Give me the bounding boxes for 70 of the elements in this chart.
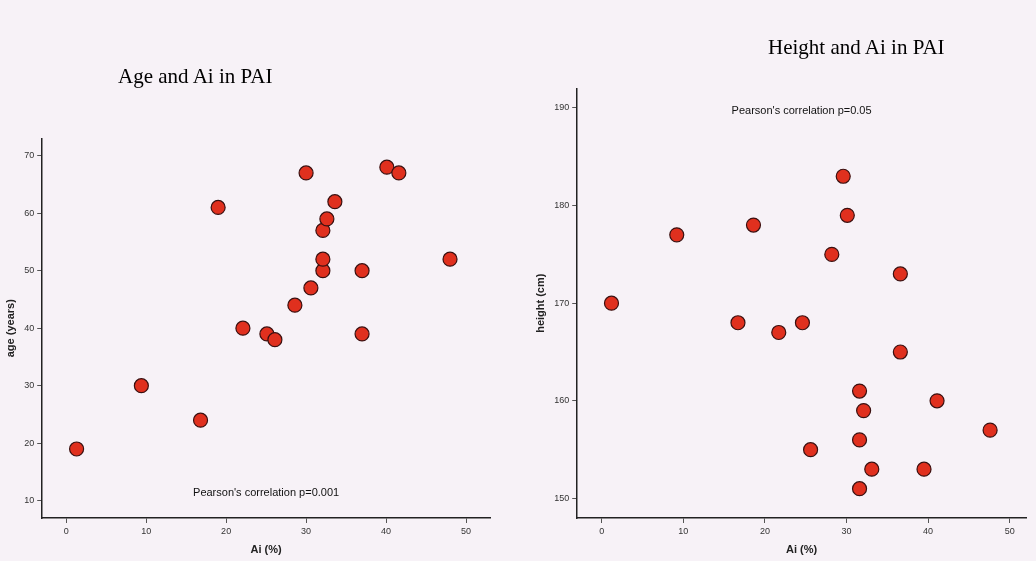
point	[267, 332, 283, 348]
point	[730, 315, 746, 331]
x-tick-label: 40	[381, 525, 392, 536]
point	[315, 251, 331, 267]
point	[303, 280, 319, 296]
annotation: Pearson's correlation p=0.001	[193, 486, 340, 498]
y-tick-label: 30	[24, 380, 35, 391]
point	[298, 165, 314, 181]
annotation: Pearson's correlation p=0.05	[731, 104, 872, 117]
point	[892, 344, 908, 360]
point	[319, 211, 335, 227]
y-tick-label: 160	[554, 395, 570, 406]
y-axis-title: age (years)	[3, 298, 16, 358]
y-tick-label: 20	[24, 437, 35, 448]
y-tick-label: 40	[24, 322, 35, 333]
point	[327, 194, 343, 210]
point	[192, 412, 209, 428]
point	[929, 393, 945, 409]
point	[851, 481, 868, 497]
x-tick-label: 50	[1004, 525, 1015, 536]
point	[315, 222, 331, 239]
y-tick-label: 180	[554, 200, 570, 211]
x-tick-label: 0	[63, 525, 69, 536]
point	[287, 297, 303, 313]
y-tick-label: 60	[24, 207, 35, 218]
x-axis-title: Ai (%)	[250, 543, 283, 556]
point	[864, 461, 880, 477]
point	[354, 263, 370, 279]
x-tick-label: 30	[301, 525, 312, 536]
point	[856, 403, 872, 419]
point	[851, 432, 868, 448]
x-axis-title: Ai (%)	[786, 543, 818, 556]
x-tick-label: 20	[759, 525, 770, 536]
y-tick-label: 170	[554, 297, 570, 308]
point	[839, 207, 855, 223]
y-tick-label: 50	[24, 265, 35, 276]
point	[603, 295, 620, 311]
point	[391, 165, 407, 181]
point	[851, 383, 868, 399]
point	[916, 461, 932, 477]
point	[824, 246, 840, 262]
chart-title: Height and Ai in PAI	[768, 35, 945, 60]
y-tick-label: 10	[24, 495, 35, 506]
x-tick-label: 30	[841, 525, 852, 536]
x-tick-label: 20	[221, 525, 232, 536]
x-tick-label: 40	[923, 525, 934, 536]
x-tick-label: 0	[599, 525, 605, 536]
point	[835, 168, 851, 184]
point	[379, 159, 395, 175]
point	[802, 442, 819, 458]
x-tick-label: 50	[461, 525, 472, 536]
x-tick-label: 10	[141, 525, 152, 536]
point	[235, 320, 251, 336]
point	[794, 315, 811, 331]
point	[69, 441, 85, 457]
point	[442, 251, 458, 267]
y-tick-label: 190	[554, 102, 570, 113]
point	[210, 199, 226, 216]
point	[133, 378, 149, 394]
point	[669, 227, 685, 243]
point	[892, 266, 908, 282]
y-tick-label: 70	[24, 150, 35, 161]
point	[771, 324, 787, 341]
point	[745, 217, 762, 233]
point	[354, 326, 370, 342]
y-axis-title: height (cm)	[533, 273, 546, 333]
point	[982, 422, 998, 438]
x-tick-label: 10	[678, 525, 689, 536]
y-tick-label: 150	[554, 492, 570, 503]
chart-title: Age and Ai in PAI	[118, 64, 273, 89]
